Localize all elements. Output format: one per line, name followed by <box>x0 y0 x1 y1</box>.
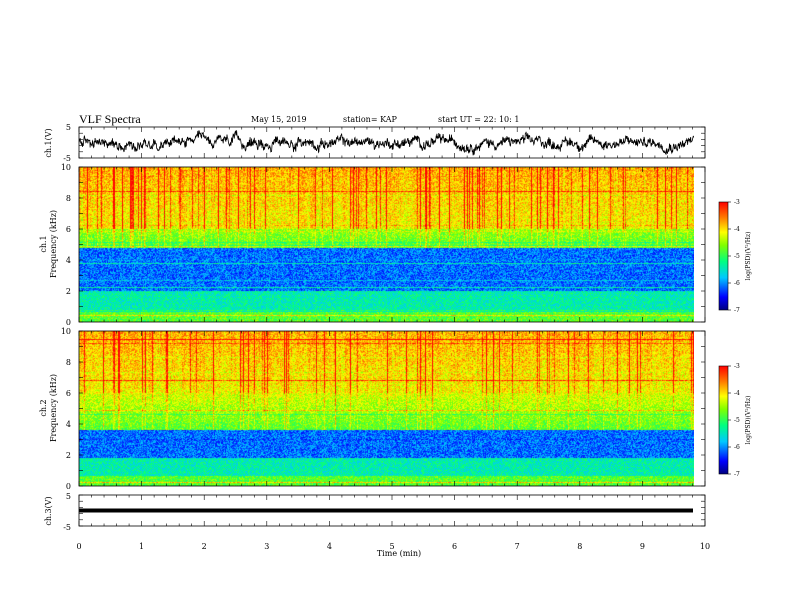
ch3-waveform-line <box>79 508 693 513</box>
ch1-spectrogram-ticks <box>78 166 706 323</box>
ch2-cb-tick-m5: -5 <box>734 417 740 424</box>
x-tick-label: 3 <box>264 542 269 551</box>
x-tick-label: 9 <box>640 542 645 551</box>
ch2-colorbar-gradient <box>718 365 729 475</box>
x-axis-label: Time (min) <box>377 549 421 558</box>
ch1-ytick-bottom: -5 <box>63 154 71 163</box>
ch1-spectrogram-panel: 0 2 4 6 8 10 ch.1 Frequency (kHz) <box>39 163 706 327</box>
ch1-colorbar-gradient <box>718 201 729 311</box>
ch1-freq-tick-10: 10 <box>61 163 71 172</box>
ch1-freq-tick-2: 2 <box>66 287 71 296</box>
ch3-ytick-bottom: -5 <box>63 523 71 532</box>
ch1-freq-tick-6: 6 <box>66 225 71 234</box>
ch2-cb-tick-m7: -7 <box>734 471 740 478</box>
ch2-channel-label: ch.2 <box>39 399 48 416</box>
ch2-freq-tick-4: 4 <box>66 420 71 429</box>
ch2-freq-tick-2: 2 <box>66 451 71 460</box>
ch1-cb-tick-m7: -7 <box>734 307 740 314</box>
x-tick-label: 4 <box>327 542 332 551</box>
ch1-waveform-line <box>78 130 695 156</box>
ch3-waveform-ticks <box>78 494 706 527</box>
ch3-ytick-top: 5 <box>66 492 71 501</box>
x-tick-label: 6 <box>452 542 457 551</box>
ch1-colorbar-label: log(PSD)(V²/Hz) <box>745 232 752 281</box>
ch2-freq-tick-6: 6 <box>66 389 71 398</box>
ch2-freq-tick-8: 8 <box>66 358 71 367</box>
x-tick-label: 1 <box>139 542 144 551</box>
ch2-colorbar: -3 -4 -5 -6 -7 log(PSD)(V²/Hz) <box>718 363 752 478</box>
ch2-spectrogram-image <box>79 331 694 486</box>
ch1-colorbar-ticks <box>728 201 731 311</box>
ch3-waveform-panel: 5 -5 ch.3(V) <box>44 492 706 532</box>
x-tick-label: 2 <box>202 542 207 551</box>
x-tick-label: 10 <box>700 542 710 551</box>
ch2-freq-tick-labels: 0 2 4 6 8 10 <box>61 327 71 491</box>
ch1-freq-tick-labels: 0 2 4 6 8 10 <box>61 163 71 327</box>
ch1-cb-tick-m4: -4 <box>734 226 740 233</box>
ch1-cb-tick-m3: -3 <box>734 199 740 206</box>
ch2-colorbar-ticks <box>728 365 731 475</box>
ch1-cb-tick-m6: -6 <box>734 280 740 287</box>
ch1-ytick-top: 5 <box>66 123 71 132</box>
ch2-spectrogram-ticks <box>78 330 706 487</box>
ch1-cb-tick-m5: -5 <box>734 253 740 260</box>
ch1-colorbar: -3 -4 -5 -6 -7 log(PSD)(V²/Hz) <box>718 199 752 314</box>
x-tick-label: 0 <box>76 542 81 551</box>
ch1-spectrogram-image <box>79 167 694 322</box>
x-axis: 0 1 2 3 4 5 6 7 8 9 10 Time (min) <box>76 542 710 558</box>
ch1-freq-tick-4: 4 <box>66 256 71 265</box>
ch2-cb-tick-m3: -3 <box>734 363 740 370</box>
ch2-spectrogram-image-holder <box>79 331 694 486</box>
ch2-freq-tick-10: 10 <box>61 327 71 336</box>
ch1-freq-tick-0: 0 <box>66 318 71 327</box>
station-label: station= KAP <box>343 115 398 124</box>
ch2-freq-tick-0: 0 <box>66 482 71 491</box>
x-tick-label: 8 <box>577 542 582 551</box>
start-time-label: start UT = 22: 10: 1 <box>438 115 519 124</box>
ch2-cb-tick-m6: -6 <box>734 444 740 451</box>
x-tick-label: 5 <box>389 542 394 551</box>
chart-title: VLF Spectra <box>79 112 141 126</box>
ch1-freq-tick-8: 8 <box>66 194 71 203</box>
x-tick-labels: 0 1 2 3 4 5 6 7 8 9 10 <box>76 542 710 551</box>
ch1-waveform-ticks <box>78 126 706 159</box>
ch1-frequency-label: Frequency (kHz) <box>49 210 58 278</box>
ch2-colorbar-label: log(PSD)(V²/Hz) <box>745 396 752 445</box>
date-label: May 15, 2019 <box>251 115 307 124</box>
ch1-channel-label: ch.1 <box>39 235 48 252</box>
ch2-cb-tick-m4: -4 <box>734 390 740 397</box>
ch2-spectrogram-panel: 0 2 4 6 8 10 ch.2 Frequency (kHz) <box>39 327 706 491</box>
ch3-ylabel: ch.3(V) <box>44 496 53 525</box>
ch1-ylabel: ch.1(V) <box>44 128 53 157</box>
ch2-frequency-label: Frequency (kHz) <box>49 374 58 442</box>
x-tick-label: 7 <box>515 542 520 551</box>
ch1-spectrogram-image-holder <box>79 167 694 322</box>
ch1-waveform-panel: 5 -5 ch.1(V) <box>44 123 706 163</box>
